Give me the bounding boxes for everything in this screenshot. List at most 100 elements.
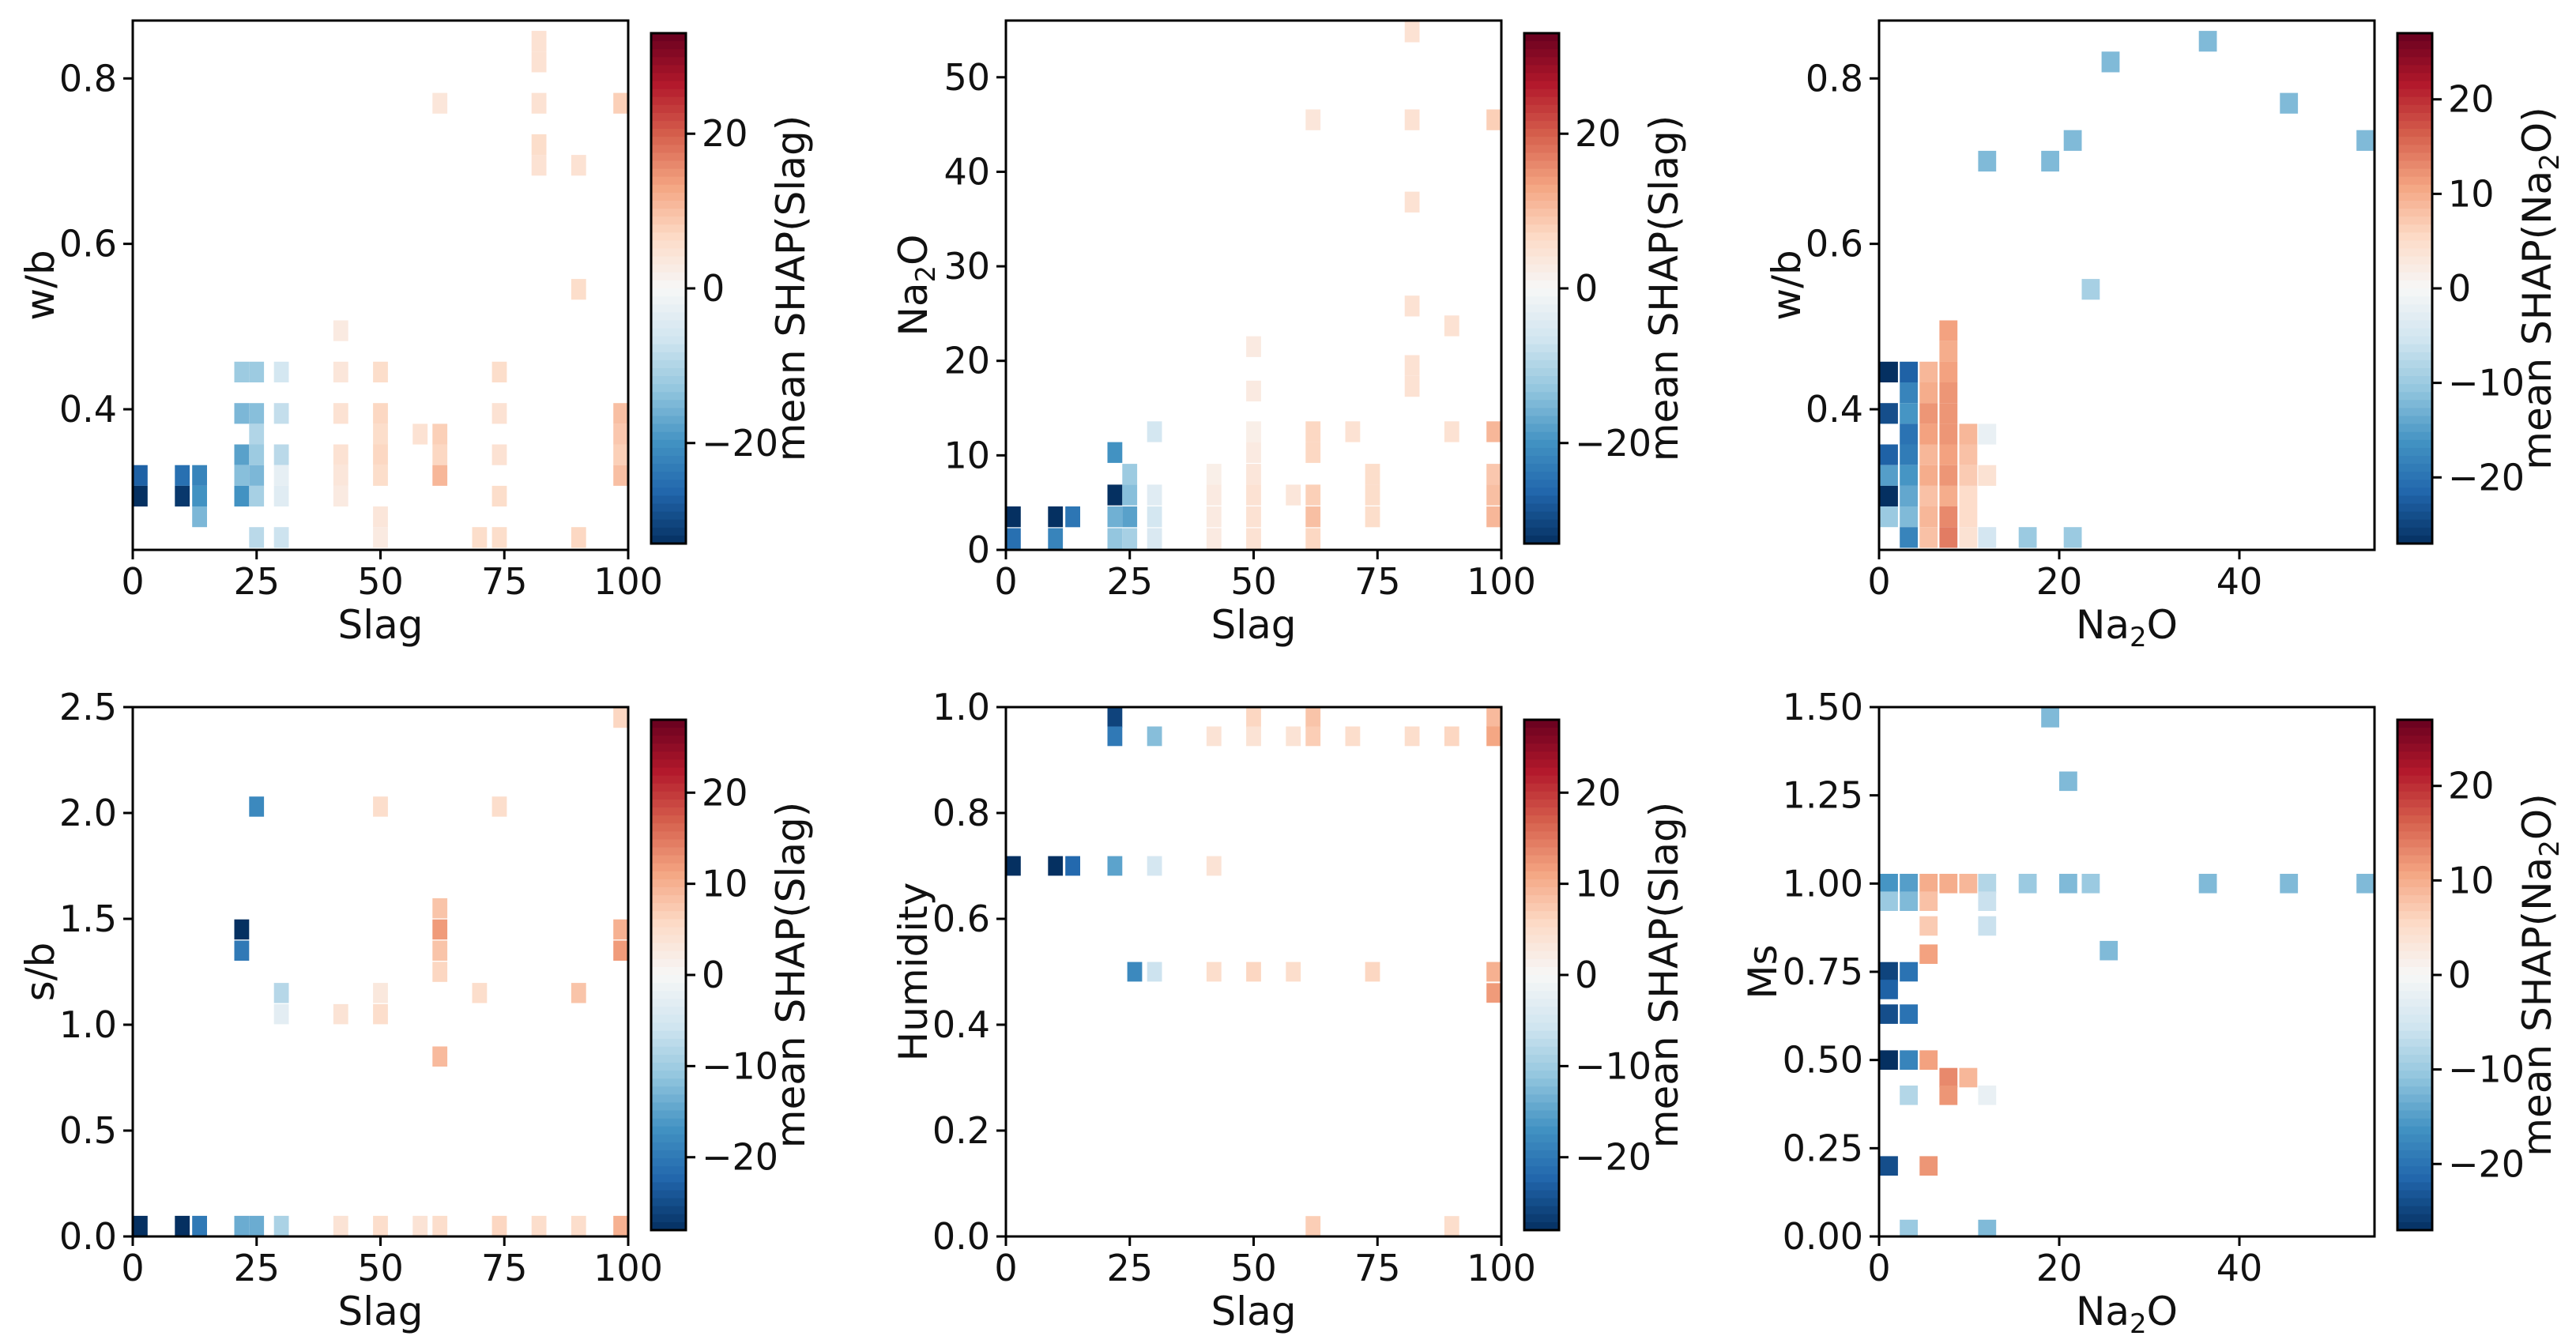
heatmap-cell [1919,891,1938,911]
colorbar-tick-label: −20 [1575,422,1651,465]
colorbar-segment [2397,903,2432,912]
colorbar-segment [1524,847,1559,856]
colorbar-segment [1524,728,1559,736]
heatmap-cell [1147,484,1162,506]
heatmap-cell [333,1215,348,1236]
colorbar-segment [2397,943,2432,952]
heatmap-cell [249,403,265,424]
colorbar-segment [1524,831,1559,840]
x-axis-label: Slag [337,602,423,648]
colorbar-segment [651,1063,686,1071]
heatmap-cell [333,1003,348,1025]
colorbar-segment [1524,336,1559,345]
colorbar-segment [651,104,686,114]
colorbar-segment [2397,1086,2432,1095]
colorbar-tick-label: 0 [702,954,725,996]
panel-6: 0 20 40 0.00 0.25 0.50 0.75 1.00 1.25 1.50 Na2O Ms −… [1740,686,2566,1336]
colorbar-segment [1524,527,1559,536]
heatmap-cell [1486,962,1501,982]
heatmap-cell [1404,375,1420,397]
heatmap-cell [531,31,547,52]
heatmap-cell [249,423,265,445]
colorbar-segment [2397,416,2432,425]
colorbar-segment [651,1126,686,1135]
colorbar-segment [1524,65,1559,74]
colorbar-segment [1524,1190,1559,1199]
colorbar-segment [651,416,686,425]
colorbar-segment [2397,839,2432,849]
colorbar-segment [2397,831,2432,840]
colorbar-segment [651,344,686,353]
x-tick-label: 100 [1467,560,1536,603]
colorbar-segment [2397,1118,2432,1127]
colorbar-segment [2397,464,2432,472]
heatmap-cell [1900,403,1918,424]
heatmap-cell [234,361,250,382]
colorbar-tick-label: 20 [2448,765,2495,807]
heatmap-cell [1206,726,1222,747]
x-tick-label: 25 [1106,560,1153,603]
heatmap-cell [1246,336,1261,357]
colorbar-segment [651,328,686,337]
heatmap-cell [2081,874,2100,894]
heatmap-cell [1345,726,1361,747]
heatmap-cell [249,796,265,817]
heatmap-cell [432,1046,448,1067]
heatmap-cell [531,134,547,156]
colorbar-segment [651,400,686,408]
heatmap-cell [1900,1004,1918,1024]
heatmap-cell [249,485,265,507]
colorbar-segment [2397,472,2432,480]
colorbar-segment [2397,352,2432,361]
heatmap-cell [2059,771,2077,792]
colorbar-segment [1524,743,1559,752]
colorbar-segment [2397,88,2432,98]
colorbar-segment [1524,1071,1559,1079]
colorbar-segment [2397,104,2432,114]
colorbar-segment [2397,336,2432,345]
heatmap-cell [2059,874,2077,894]
colorbar-segment [1524,879,1559,888]
heatmap-cell [1919,382,1938,404]
colorbar-segment [2397,400,2432,408]
colorbar-segment [651,991,686,999]
colorbar-segment [651,975,686,984]
heatmap-cell [1404,109,1420,130]
colorbar-segment [1524,1134,1559,1143]
panel-3: 0 20 40 0.4 0.6 0.8 Na2O w/b −20 −10 0 10 20 mean SHA… [1764,19,2566,653]
colorbar-segment [2397,81,2432,90]
heatmap-cell [1246,708,1261,728]
heatmap-cell [1939,403,1958,424]
heatmap-cell [1959,1067,1978,1088]
colorbar-segment [2397,495,2432,505]
colorbar-segment [651,1221,686,1231]
colorbar-segment [1524,209,1559,217]
colorbar-segment [651,447,686,457]
colorbar-segment [1524,88,1559,98]
colorbar-segment [1524,871,1559,880]
colorbar-segment [1524,112,1559,122]
colorbar-segment [1524,1038,1559,1048]
heatmap-cell [1959,485,1978,507]
heatmap-cell [1305,506,1321,528]
colorbar-segment [1524,320,1559,329]
colorbar-segment [2397,871,2432,880]
heatmap-cell [1305,726,1321,747]
heatmap-cell [249,465,265,486]
heatmap-cell [1286,726,1301,747]
colorbar-segment [651,288,686,297]
colorbar-segment [651,879,686,888]
colorbar-segment [651,152,686,162]
colorbar-segment [2397,192,2432,201]
y-tick-label: 0.8 [1806,57,1863,100]
heatmap-cell [1147,421,1162,442]
colorbar-tick-label: 10 [2448,172,2495,215]
heatmap-cell [1404,726,1420,747]
colorbar-tick-label: 0 [2448,267,2471,310]
heatmap-cell [1107,856,1123,876]
colorbar-segment [1524,495,1559,505]
colorbar-segment [1524,1086,1559,1095]
heatmap-cell [1919,423,1938,445]
heatmap-cell [1286,962,1301,982]
colorbar-segment [2397,911,2432,920]
